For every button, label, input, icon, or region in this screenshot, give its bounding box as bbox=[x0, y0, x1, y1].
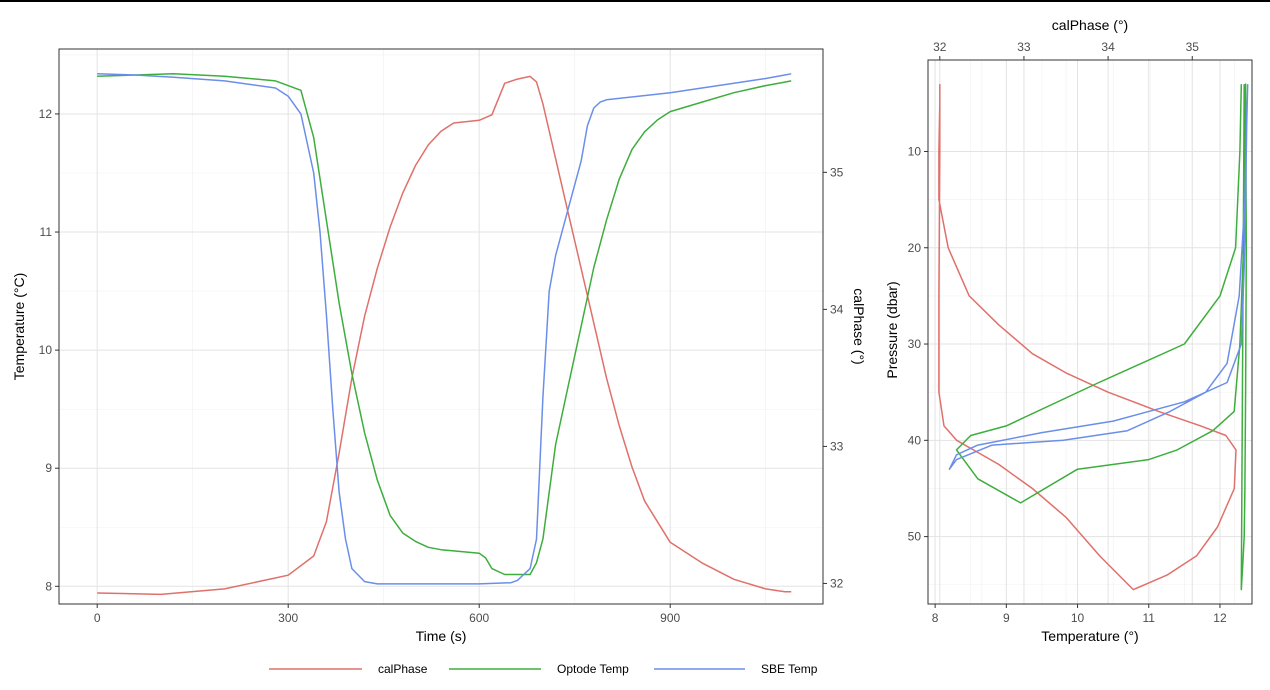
pressure-axis-title: Pressure (dbar) bbox=[884, 281, 900, 378]
legend-label-optode-temp: Optode Temp bbox=[557, 662, 629, 676]
time-series-ticks: 0 300 600 900 8 9 10 11 12 32 33 34 35 bbox=[39, 107, 844, 625]
y-tick-label: 30 bbox=[908, 337, 922, 351]
y2-tick-label: 32 bbox=[830, 576, 844, 590]
x-tick-label: 0 bbox=[94, 611, 101, 625]
y-tick-label: 20 bbox=[908, 241, 922, 255]
x2-tick-label: 33 bbox=[1017, 40, 1031, 54]
series-line-sbe-temp bbox=[97, 73, 792, 585]
calphase-right-axis-title: calPhase (°) bbox=[851, 288, 867, 364]
y2-tick-label: 33 bbox=[830, 439, 844, 453]
x-tick-label: 300 bbox=[278, 611, 298, 625]
profile-lines bbox=[938, 83, 1249, 591]
y2-tick-label: 35 bbox=[830, 165, 844, 179]
time-series-grid bbox=[59, 49, 823, 604]
y-tick-label: 11 bbox=[40, 225, 53, 239]
temperature-axis-title: Temperature (°C) bbox=[11, 273, 27, 381]
x-tick-label: 10 bbox=[1071, 611, 1085, 625]
time-series-lines bbox=[97, 73, 792, 596]
series-line-optode-temp bbox=[97, 73, 792, 576]
top-border-line bbox=[0, 0, 1270, 2]
y-tick-label: 8 bbox=[45, 579, 52, 593]
profile-temperature-axis-title: Temperature (°) bbox=[1041, 628, 1138, 644]
x-tick-label: 9 bbox=[1003, 611, 1010, 625]
y-tick-label: 40 bbox=[908, 433, 922, 447]
x-tick-label: 12 bbox=[1213, 611, 1227, 625]
y-tick-label: 10 bbox=[908, 144, 922, 158]
x2-tick-label: 34 bbox=[1101, 40, 1115, 54]
time-series-panel: 0 300 600 900 8 9 10 11 12 32 33 34 35 Time (s) Temp… bbox=[11, 48, 867, 644]
calphase-top-axis-title: calPhase (°) bbox=[1052, 17, 1128, 33]
y-tick-label: 50 bbox=[908, 530, 922, 544]
x2-tick-label: 32 bbox=[933, 40, 947, 54]
x-tick-label: 900 bbox=[660, 611, 680, 625]
x-tick-label: 600 bbox=[469, 611, 489, 625]
y-tick-label: 12 bbox=[39, 107, 53, 121]
profile-ticks: 8 9 10 11 12 10 20 30 40 50 32 33 34 35 bbox=[908, 40, 1227, 625]
profile-line-calphase bbox=[938, 84, 1237, 591]
legend-label-calphase: calPhase bbox=[378, 662, 428, 676]
x2-tick-label: 35 bbox=[1186, 40, 1200, 54]
x-tick-label: 8 bbox=[932, 611, 939, 625]
time-axis-title: Time (s) bbox=[416, 628, 467, 644]
profile-panel: 8 9 10 11 12 10 20 30 40 50 32 33 34 35 Temperature (… bbox=[884, 17, 1253, 644]
legend-label-sbe-temp: SBE Temp bbox=[761, 662, 818, 676]
profile-line-optode-temp bbox=[955, 83, 1248, 591]
legend: calPhase Optode Temp SBE Temp bbox=[269, 662, 818, 676]
profile-panel-border bbox=[927, 59, 1253, 605]
x-tick-label: 11 bbox=[1143, 611, 1156, 625]
y2-tick-label: 34 bbox=[830, 302, 844, 316]
y-tick-label: 9 bbox=[45, 461, 52, 475]
profile-grid bbox=[928, 60, 1252, 604]
profile-line-sbe-temp bbox=[948, 84, 1249, 470]
series-line-calphase bbox=[97, 75, 792, 596]
y-tick-label: 10 bbox=[39, 343, 53, 357]
time-series-panel-border bbox=[58, 48, 824, 605]
